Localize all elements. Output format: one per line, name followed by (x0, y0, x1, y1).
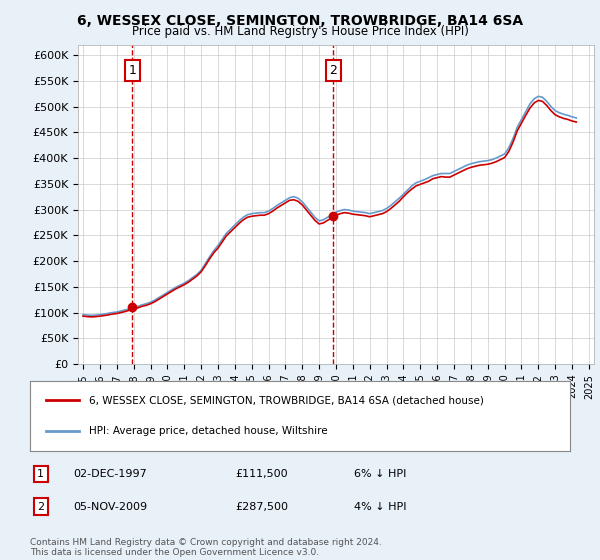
Text: Contains HM Land Registry data © Crown copyright and database right 2024.
This d: Contains HM Land Registry data © Crown c… (30, 538, 382, 557)
Text: 05-NOV-2009: 05-NOV-2009 (73, 502, 148, 512)
Text: 6, WESSEX CLOSE, SEMINGTON, TROWBRIDGE, BA14 6SA (detached house): 6, WESSEX CLOSE, SEMINGTON, TROWBRIDGE, … (89, 395, 484, 405)
Text: 4% ↓ HPI: 4% ↓ HPI (354, 502, 407, 512)
Text: 6% ↓ HPI: 6% ↓ HPI (354, 469, 406, 479)
Text: 6, WESSEX CLOSE, SEMINGTON, TROWBRIDGE, BA14 6SA: 6, WESSEX CLOSE, SEMINGTON, TROWBRIDGE, … (77, 14, 523, 28)
Text: 2: 2 (329, 64, 337, 77)
Text: 2: 2 (37, 502, 44, 512)
Text: 02-DEC-1997: 02-DEC-1997 (73, 469, 147, 479)
Text: £287,500: £287,500 (235, 502, 288, 512)
Text: HPI: Average price, detached house, Wiltshire: HPI: Average price, detached house, Wilt… (89, 426, 328, 436)
Text: 1: 1 (128, 64, 136, 77)
Text: 1: 1 (37, 469, 44, 479)
Text: Price paid vs. HM Land Registry's House Price Index (HPI): Price paid vs. HM Land Registry's House … (131, 25, 469, 38)
Text: £111,500: £111,500 (235, 469, 288, 479)
